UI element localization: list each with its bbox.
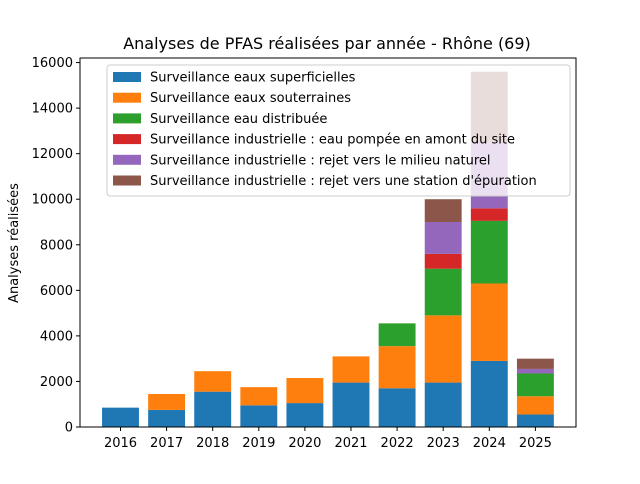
bar-2022-series-0 [378, 388, 416, 427]
bar-2025-series-5 [516, 358, 554, 369]
bar-2019-series-0 [240, 405, 278, 427]
bar-2024-series-3 [470, 208, 508, 221]
bar-2025-series-1 [516, 396, 554, 415]
x-tick-label: 2020 [288, 436, 321, 451]
bar-2023-series-1 [424, 315, 462, 383]
y-tick-label: 14000 [32, 102, 73, 117]
x-tick-label: 2025 [519, 436, 552, 451]
bar-2016-series-0 [102, 407, 139, 427]
legend-box [106, 64, 571, 197]
legend-swatch-5 [113, 175, 141, 186]
x-tick-label: 2024 [473, 436, 506, 451]
legend: Surveillance eaux superficielles Surveill… [106, 64, 571, 197]
bar-2025-series-2 [516, 373, 554, 397]
plot-frame [79, 57, 577, 428]
bar-2025-series-4 [516, 368, 554, 374]
x-tick-label: 2022 [381, 436, 414, 451]
legend-label-3: Surveillance industrielle : eau pompée e… [150, 133, 515, 148]
bar-2020-series-0 [286, 403, 324, 427]
y-tick-label: 16000 [32, 56, 73, 71]
x-tick-label: 2017 [150, 436, 183, 451]
y-axis-label: Analyses réalisées [7, 183, 22, 303]
y-tick-label: 8000 [40, 238, 73, 253]
bar-2022-series-1 [378, 346, 416, 389]
legend-label-1: Surveillance eaux souterraines [150, 91, 351, 106]
y-tick-label: 6000 [40, 284, 73, 299]
legend-swatch-4 [113, 154, 141, 165]
legend-label-5: Surveillance industrielle : rejet vers u… [150, 174, 537, 189]
bar-2023-series-2 [424, 268, 462, 316]
y-tick-label: 4000 [40, 329, 73, 344]
legend-swatch-3 [113, 134, 141, 145]
axes-layer: 0 2000 4000 6000 8000 10000 12000 14000 16000 201… [32, 56, 577, 451]
bar-2018-series-1 [194, 371, 232, 392]
legend-label-4: Surveillance industrielle : rejet vers l… [150, 153, 491, 168]
bar-2023-series-4 [424, 222, 462, 254]
bars-layer [102, 71, 554, 427]
bar-2021-series-1 [332, 356, 370, 383]
bar-2024-series-0 [470, 360, 508, 427]
bar-2025-series-0 [516, 414, 554, 427]
legend-swatch-0 [113, 72, 141, 82]
x-tick-label: 2019 [242, 436, 275, 451]
x-tick-label: 2021 [334, 436, 367, 451]
legend-swatch-1 [113, 92, 141, 103]
bar-2024-series-1 [470, 283, 508, 361]
y-tick-label: 12000 [32, 147, 73, 162]
x-tick-label: 2023 [427, 436, 460, 451]
x-tick-label: 2016 [104, 436, 137, 451]
y-tick-label: 2000 [40, 375, 73, 390]
chart-title: Analyses de PFAS réalisées par année - R… [123, 34, 531, 53]
legend-swatch-2 [113, 113, 141, 124]
bar-2023-series-3 [424, 253, 462, 269]
bar-2023-series-5 [424, 199, 462, 222]
bar-2024-series-2 [470, 220, 508, 284]
bar-2021-series-0 [332, 382, 370, 427]
y-tick-label: 10000 [32, 193, 73, 208]
bar-2022-series-2 [378, 323, 416, 347]
bar-2018-series-0 [194, 391, 232, 427]
bar-2017-series-0 [148, 409, 186, 427]
bar-2019-series-1 [240, 387, 278, 406]
legend-label-0: Surveillance eaux superficielles [150, 71, 356, 86]
bar-2023-series-0 [424, 382, 462, 427]
x-tick-label: 2018 [196, 436, 229, 451]
bar-2020-series-1 [286, 378, 324, 404]
legend-label-2: Surveillance eau distribuée [150, 112, 327, 127]
y-tick-label: 0 [65, 421, 73, 436]
bar-2017-series-1 [148, 393, 186, 410]
